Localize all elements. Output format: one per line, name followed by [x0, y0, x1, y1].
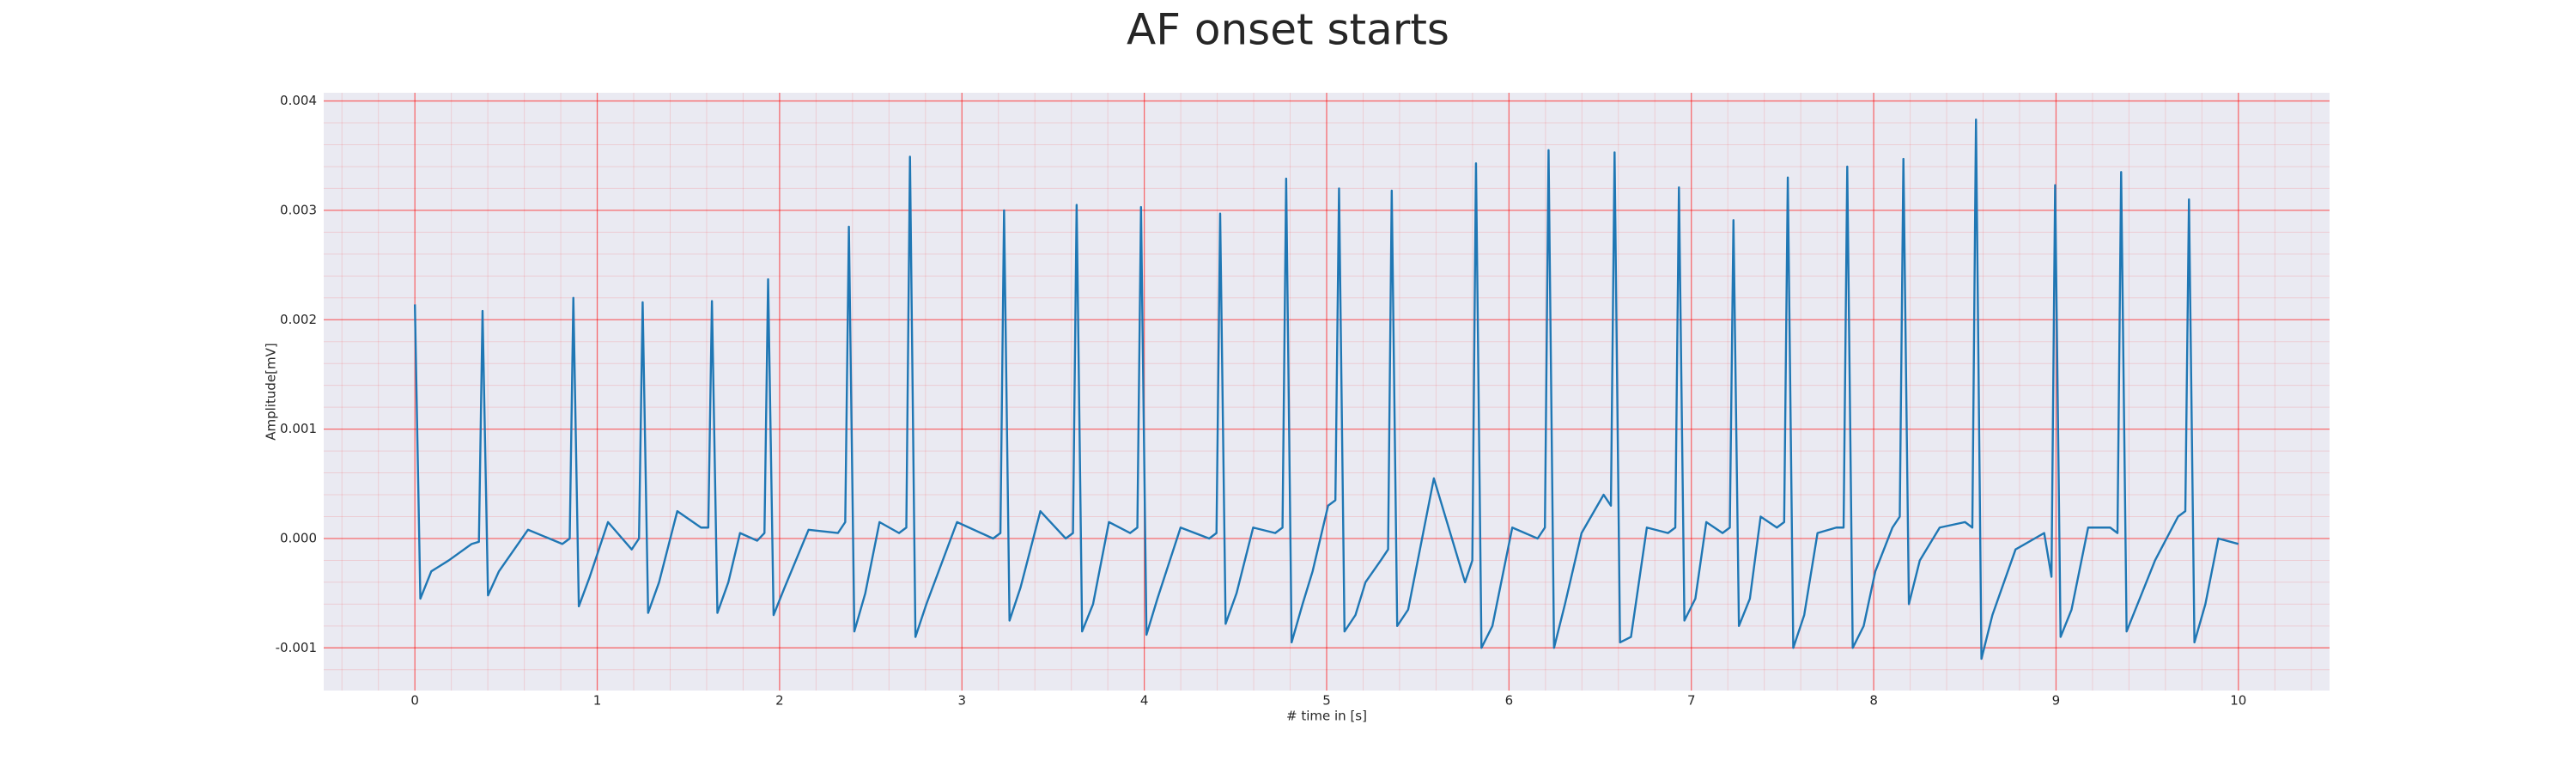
x-tick-label: 7 — [1687, 693, 1696, 709]
x-tick-label: 1 — [593, 693, 602, 709]
y-tick-label: -0.001 — [276, 640, 317, 655]
y-tick-label: 0.001 — [280, 421, 317, 436]
x-tick-label: 10 — [2230, 693, 2246, 709]
y-tick-label: 0.002 — [280, 312, 317, 327]
x-tick-label: 6 — [1505, 693, 1514, 709]
y-axis-label: Amplitude[mV] — [264, 343, 279, 440]
x-tick-label: 5 — [1322, 693, 1331, 709]
x-tick-label: 4 — [1140, 693, 1149, 709]
y-tick-label: 0.004 — [280, 93, 317, 108]
x-tick-label: 2 — [775, 693, 784, 709]
x-tick-label: 9 — [2052, 693, 2061, 709]
x-tick-label: 0 — [410, 693, 419, 709]
y-tick-label: 0.000 — [280, 530, 317, 545]
x-tick-label: 8 — [1869, 693, 1878, 709]
x-tick-label: 3 — [957, 693, 966, 709]
x-axis-label: # time in [s] — [1286, 709, 1367, 724]
data-line — [413, 119, 2239, 660]
y-tick-label: 0.003 — [280, 202, 317, 217]
chart-title: AF onset starts — [1127, 5, 1449, 55]
